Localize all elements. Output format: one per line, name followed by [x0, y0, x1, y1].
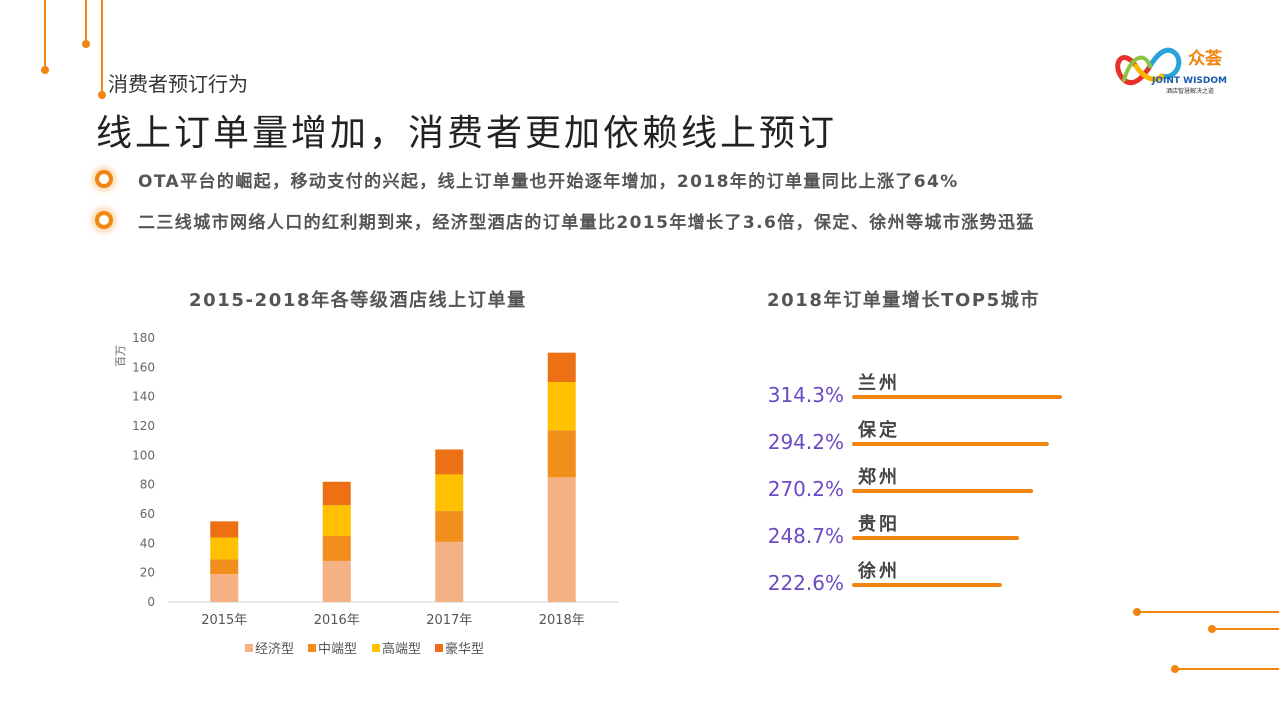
- top5-city-chart: 314.3% 兰州 294.2% 保定 270.2% 郑州 248.7% 贵阳 222.6% 徐州: [768, 372, 1062, 595]
- bar-segment-高端型: [322, 505, 351, 536]
- logo-tagline: 酒店智慧解决之道: [1166, 87, 1214, 95]
- top5-chart-title: 2018年订单量增长TOP5城市: [767, 290, 1040, 311]
- x-tick-label: 2016年: [314, 613, 360, 628]
- y-axis-label: 百万: [114, 345, 127, 367]
- y-tick-label: 0: [147, 595, 155, 609]
- bar-segment-豪华型: [547, 352, 576, 382]
- legend-swatch: [372, 644, 380, 652]
- bar-segment-中端型: [435, 511, 464, 542]
- bullet-item: 二三线城市网络人口的红利期到来，经济型酒店的订单量比2015年增长了3.6倍，保…: [92, 205, 1035, 235]
- deco-line: [44, 0, 46, 70]
- bar-segment-经济型: [547, 477, 576, 602]
- y-tick-label: 120: [132, 419, 155, 433]
- deco-line: [1137, 611, 1279, 613]
- x-tick-label: 2017年: [426, 613, 472, 628]
- deco-line: [101, 0, 103, 95]
- bar-segment-经济型: [322, 560, 351, 602]
- y-tick-label: 20: [140, 566, 155, 580]
- bar-segment-豪华型: [210, 521, 239, 538]
- percent-label: 314.3%: [768, 383, 844, 407]
- stacked-chart-title: 2015-2018年各等级酒店线上订单量: [189, 290, 527, 311]
- bar-segment-豪华型: [435, 449, 464, 475]
- bullet-text: OTA平台的崛起，移动支付的兴起，线上订单量也开始逐年增加，2018年的订单量同…: [138, 171, 959, 192]
- infinity-logo-icon: 众荟 JOINT WISDOM 酒店智慧解决之道: [1115, 47, 1227, 95]
- bullet-ring-icon: [95, 211, 113, 229]
- x-tick-label: 2018年: [539, 613, 585, 628]
- deco-dot: [82, 40, 90, 48]
- percent-label: 270.2%: [768, 477, 844, 501]
- bar-segment-中端型: [547, 430, 576, 478]
- y-tick-label: 80: [140, 478, 155, 492]
- bar-segment-中端型: [322, 536, 351, 561]
- logo-english: JOINT WISDOM: [1151, 76, 1227, 86]
- percent-label: 294.2%: [768, 430, 844, 454]
- city-label: 贵阳: [858, 514, 900, 535]
- bullet-text: 二三线城市网络人口的红利期到来，经济型酒店的订单量比2015年增长了3.6倍，保…: [138, 212, 1035, 233]
- y-tick-label: 100: [132, 448, 155, 462]
- legend-label: 豪华型: [445, 641, 484, 657]
- city-label: 保定: [857, 419, 900, 441]
- y-tick-label: 140: [132, 390, 155, 404]
- bar-segment-高端型: [547, 382, 576, 431]
- deco-dot: [41, 66, 49, 74]
- y-tick-label: 40: [140, 536, 155, 550]
- bullet-ring-icon: [95, 170, 113, 188]
- section-label: 消费者预订行为: [108, 72, 248, 96]
- city-label: 郑州: [858, 466, 900, 488]
- legend-swatch: [308, 644, 316, 652]
- bar-segment-经济型: [210, 574, 239, 602]
- percent-label: 222.6%: [768, 571, 844, 595]
- deco-line: [1212, 628, 1279, 630]
- bar-segment-高端型: [210, 537, 239, 560]
- legend-swatch: [245, 644, 253, 652]
- legend-swatch: [435, 644, 443, 652]
- bar-segment-高端型: [435, 474, 464, 512]
- city-label: 徐州: [857, 560, 900, 582]
- y-tick-label: 180: [132, 331, 155, 345]
- logo-brand: 众荟: [1188, 48, 1223, 69]
- bar-segment-豪华型: [322, 481, 351, 506]
- bar-segment-经济型: [435, 541, 464, 602]
- legend-label: 经济型: [255, 642, 294, 657]
- deco-dot: [98, 91, 106, 99]
- stacked-bar-chart: 0 20 40 60 80 100 120 140 160 180 百万 2015年 2016年 2017…: [114, 331, 618, 657]
- deco-line: [85, 0, 87, 44]
- deco-line: [1175, 668, 1279, 670]
- legend-label: 高端型: [382, 641, 421, 657]
- y-tick-label: 160: [132, 360, 155, 374]
- percent-label: 248.7%: [768, 524, 844, 548]
- joint-wisdom-logo: 众荟 JOINT WISDOM 酒店智慧解决之道: [1114, 36, 1234, 96]
- legend-label: 中端型: [318, 642, 357, 657]
- bar-segment-中端型: [210, 559, 239, 575]
- city-label: 兰州: [858, 372, 900, 394]
- page-title: 线上订单量增加，消费者更加依赖线上预订: [96, 113, 838, 154]
- x-tick-label: 2015年: [201, 613, 247, 628]
- bullet-item: OTA平台的崛起，移动支付的兴起，线上订单量也开始逐年增加，2018年的订单量同…: [92, 164, 959, 194]
- y-tick-label: 60: [140, 507, 155, 521]
